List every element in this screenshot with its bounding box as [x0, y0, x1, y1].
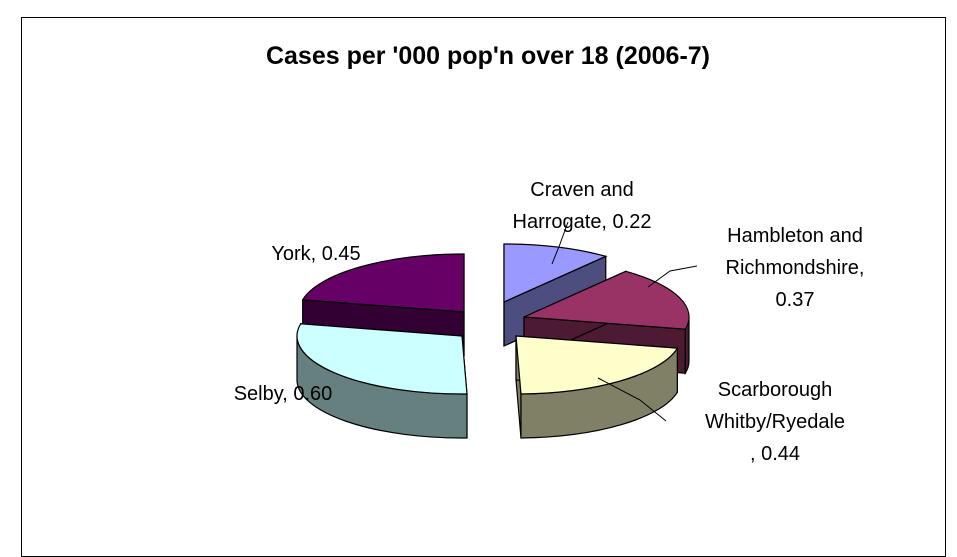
pie-slice-hambleton-and-richmondshire: [523, 270, 690, 376]
chart-frame: [21, 17, 946, 557]
leader-line: [647, 265, 698, 288]
pie-slice-top: [301, 253, 465, 313]
data-label: Selby, 0.60: [234, 383, 333, 405]
pie-slice-selby: [296, 323, 468, 439]
data-label: Scarborough Whitby/Ryedale, 0.44: [705, 379, 845, 465]
pie-slice-top: [523, 270, 690, 330]
leader-line: [551, 221, 569, 265]
data-label: Craven and Harrogate, 0.22: [513, 179, 652, 233]
pie-slice-top: [515, 335, 679, 395]
data-label: York, 0.45: [271, 243, 360, 265]
leader-line: [597, 377, 667, 422]
pie-slice-top: [503, 243, 608, 303]
pie-slice-top: [296, 323, 468, 395]
pie-slice-scarborough-whitby-ryedale: [515, 335, 679, 439]
chart-title: Cases per '000 pop'n over 18 (2006-7): [266, 42, 710, 70]
data-label: Hambleton and Richmondshire, 0.37: [726, 225, 865, 311]
